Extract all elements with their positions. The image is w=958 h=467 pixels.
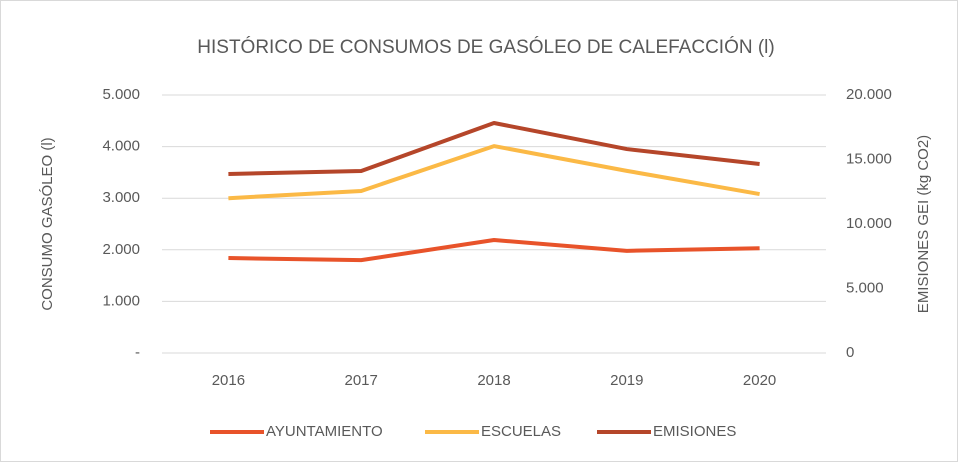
y-axis-label: CONSUMO GASÓLEO (l): [39, 137, 56, 310]
x-tick-label: 2019: [610, 372, 643, 389]
y-tick-label: 1.000: [102, 292, 140, 309]
y-tick-label: -: [135, 344, 140, 361]
y-tick-label: 3.000: [102, 189, 140, 206]
series-line: [228, 144, 760, 201]
x-tick-label: 2017: [345, 372, 378, 389]
series-line: [228, 237, 760, 263]
legend-label: ESCUELAS: [481, 423, 561, 440]
y2-tick-label: 10.000: [846, 215, 892, 232]
chart-title: HISTÓRICO DE CONSUMOS DE GASÓLEO DE CALE…: [197, 36, 774, 58]
y-tick-label: 4.000: [102, 138, 140, 155]
y2-axis-label: EMISIONES GEI (kg CO2): [915, 135, 932, 313]
y2-tick-label: 20.000: [846, 86, 892, 103]
x-tick-label: 2016: [212, 372, 245, 389]
y-tick-label: 5.000: [102, 86, 140, 103]
legend-label: EMISIONES: [653, 423, 736, 440]
y2-tick-label: 0: [846, 344, 854, 361]
x-tick-label: 2020: [743, 372, 776, 389]
x-tick-label: 2018: [477, 372, 510, 389]
y2-tick-label: 15.000: [846, 150, 892, 167]
series-line: [228, 120, 760, 176]
y2-tick-label: 5.000: [846, 279, 884, 296]
legend-label: AYUNTAMIENTO: [266, 423, 383, 440]
y-tick-label: 2.000: [102, 241, 140, 258]
